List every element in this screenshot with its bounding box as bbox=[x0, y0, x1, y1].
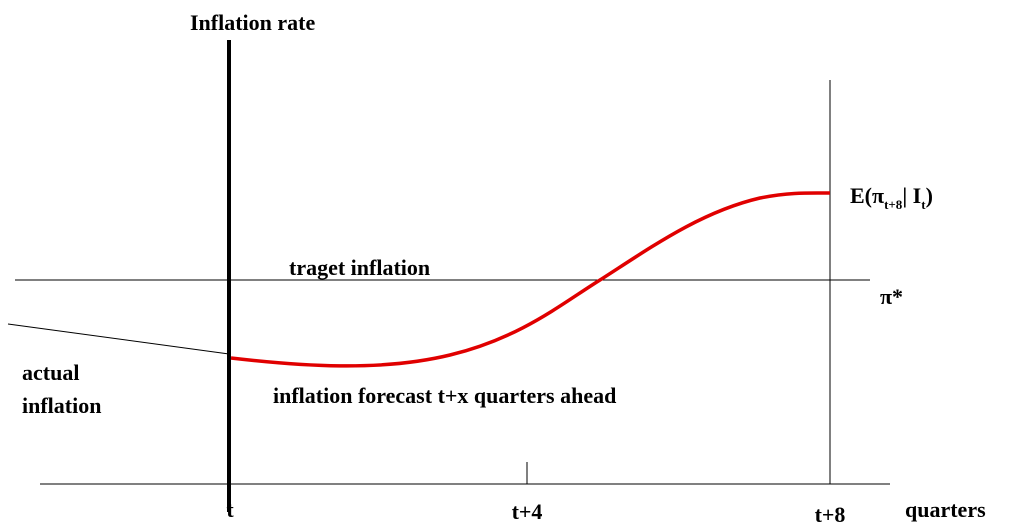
x-label: t+4 bbox=[512, 499, 543, 524]
y-title: Inflation rate bbox=[190, 10, 316, 35]
forecast-curve bbox=[230, 191, 831, 368]
x-label: t bbox=[226, 497, 234, 522]
label-sub: t+8 bbox=[884, 197, 903, 212]
label-sub: t bbox=[921, 197, 926, 212]
forecast-end-label: E(πt+8| It) bbox=[850, 183, 933, 212]
label-part: E( bbox=[850, 183, 872, 208]
target-symbol: π* bbox=[880, 284, 903, 309]
target-label: traget inflation bbox=[289, 255, 430, 280]
forecast-label: inflation forecast t+x quarters ahead bbox=[273, 383, 616, 408]
label-part: | I bbox=[902, 183, 921, 208]
label-part: π bbox=[872, 183, 884, 208]
actual-label: inflation bbox=[22, 393, 101, 418]
x-title: quarters bbox=[905, 497, 986, 522]
actual-line bbox=[7, 323, 230, 355]
label-part: ) bbox=[926, 183, 933, 208]
actual-label: actual bbox=[22, 360, 79, 385]
x-label: t+8 bbox=[815, 502, 846, 525]
